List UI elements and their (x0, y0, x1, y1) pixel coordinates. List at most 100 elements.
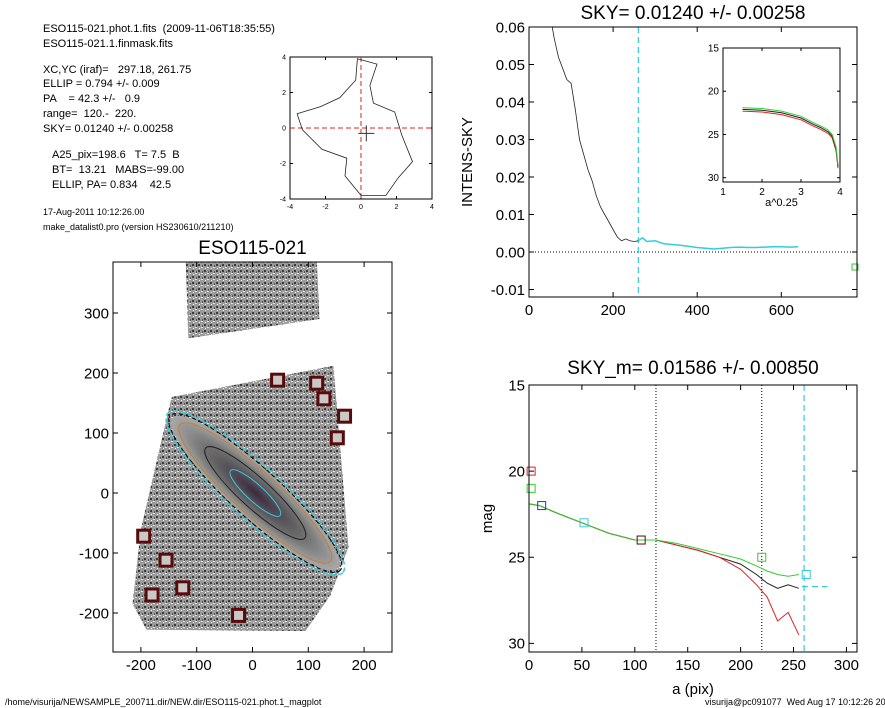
galaxy-xtick-label: -200 (126, 657, 156, 674)
inset-ytick-label: 20 (708, 87, 720, 98)
isophote-orange (178, 422, 333, 564)
galaxy-ytick-label: 200 (84, 365, 109, 382)
center-xtick-label: -4 (287, 204, 293, 211)
sky-ytick-label: 0.01 (496, 207, 525, 224)
mag-xlabel: a (pix) (672, 681, 714, 698)
mag-xtick-label: 200 (728, 657, 753, 674)
inset-ytick-label: 30 (708, 173, 720, 184)
masked-source-box (175, 580, 191, 596)
masked-source-box (309, 375, 325, 391)
mag-ytick-label: 30 (508, 636, 525, 653)
mag-series-black (529, 503, 799, 589)
center-ytick-label: 4 (282, 54, 286, 61)
galaxy-ytick-label: 0 (101, 485, 109, 502)
mag-box-marker (526, 466, 536, 476)
sky-frame (528, 26, 858, 298)
masked-source-box (337, 408, 353, 424)
sky-ytick-label: 0.02 (496, 169, 525, 186)
sky-title: SKY= 0.01240 +/- 0.00258 (580, 3, 805, 24)
mag-frame (528, 384, 858, 653)
galaxy-title: ESO115-021 (198, 238, 306, 259)
header-a25-line: A25_pix=198.6 T= 7.5 B (52, 149, 180, 161)
sky-xtick-label: 0 (525, 302, 533, 319)
galaxy-ytick-label: -200 (79, 605, 109, 622)
inset-xtick-label: 4 (837, 187, 843, 198)
mag-title: SKY_m= 0.01586 +/- 0.00850 (567, 358, 818, 379)
mag-ytick-label: 20 (508, 463, 525, 480)
sky-xtick-label: 200 (601, 302, 626, 319)
masked-source-box (329, 430, 345, 446)
sky-profile-inner (551, 27, 639, 242)
sky-field-top (185, 262, 320, 339)
inset-xtick-label: 2 (759, 187, 765, 198)
inset-profile-red (742, 110, 839, 169)
galaxy-ytick-label: 300 (84, 305, 109, 322)
mag-box-marker (757, 552, 767, 562)
outer-isophote-black (168, 413, 343, 573)
sky-ytick-label: -0.01 (491, 282, 525, 299)
inset-xtick-label: 1 (720, 187, 726, 198)
center-xtick-label: 4 (430, 204, 434, 211)
inset-xtick-label: 3 (798, 187, 804, 198)
center-xtick-label: 2 (395, 204, 399, 211)
masked-source-box (270, 372, 286, 388)
center-ytick-label: 0 (282, 125, 286, 132)
sky-ytick-label: 0.00 (496, 244, 525, 261)
masked-source-box (158, 552, 174, 568)
galaxy-ytick-label: -100 (79, 545, 109, 562)
isophote-core-cyan (229, 469, 282, 517)
inset-ytick-label: 25 (708, 130, 720, 141)
mag-box-marker (526, 483, 536, 493)
sky-ytick-label: 0.05 (496, 57, 525, 74)
mag-ylabel: mag (479, 504, 496, 533)
center-ytick-label: -4 (280, 196, 286, 203)
mag-xtick-label: 250 (781, 657, 806, 674)
mag-ytick-label: 15 (508, 377, 525, 394)
inset-profile-green (742, 107, 839, 165)
header-range-line: range= 120.- 220. (43, 108, 137, 120)
center-xtick-label: 0 (359, 204, 363, 211)
sky-edge-marker (851, 263, 859, 271)
mag-xtick-label: 300 (834, 657, 859, 674)
sky-xtick-label: 400 (685, 302, 710, 319)
header-pa-line: PA = 42.3 +/- 0.9 (43, 93, 141, 105)
masked-source-box (136, 528, 152, 544)
sky-profile-outer (637, 236, 799, 250)
footer-path: /home/visurija/NEWSAMPLE_200711.dir/NEW.… (5, 697, 322, 707)
galaxy-xtick-label: 200 (352, 657, 377, 674)
header-date: 17-Aug-2011 10:12:26.00 (43, 207, 145, 217)
header-ellip-pa-line: ELLIP, PA= 0.834 42.5 (52, 179, 172, 191)
galaxy-ytick-label: 100 (84, 425, 109, 442)
inset-frame (722, 47, 841, 183)
mag-box-marker (636, 535, 646, 545)
header-file-line: ESO115-021.phot.1.fits (2009-11-06T18:35… (43, 23, 275, 35)
galaxy-body (171, 415, 340, 571)
mag-box-marker (537, 501, 547, 511)
isophote-inner-black (204, 446, 307, 540)
mag-xtick-label: 150 (675, 657, 700, 674)
mag-box-marker (801, 569, 811, 579)
mag-xtick-label: 100 (622, 657, 647, 674)
header-program: make_datalist0.pro (version HS230610/211… (43, 222, 234, 232)
center-contour (296, 58, 413, 196)
center-ytick-label: -2 (280, 161, 286, 168)
galaxy-xtick-label: 0 (248, 657, 256, 674)
header-mask-line: ESO115-021.1.finmask.fits (43, 38, 174, 50)
center-ytick-label: 2 (282, 90, 286, 97)
header-ellip-line: ELLIP = 0.794 +/- 0.009 (43, 78, 160, 90)
inset-ytick-label: 15 (708, 44, 720, 55)
header-bt-line: BT= 13.21 MABS=-99.00 (52, 164, 185, 176)
center-xtick-label: -2 (322, 204, 328, 211)
mag-series-green (529, 503, 799, 577)
sky-ylabel: INTENS-SKY (459, 117, 476, 207)
galaxy-image-content (132, 262, 353, 631)
sky-ytick-label: 0.04 (496, 94, 525, 111)
sky-ytick-label: 0.06 (496, 19, 525, 36)
header-sky-line: SKY= 0.01240 +/- 0.00258 (43, 123, 174, 135)
mag-ytick-label: 25 (508, 550, 525, 567)
footer-user: visurija@pc091077 Wed Aug 17 10:12:26 20… (705, 697, 885, 707)
